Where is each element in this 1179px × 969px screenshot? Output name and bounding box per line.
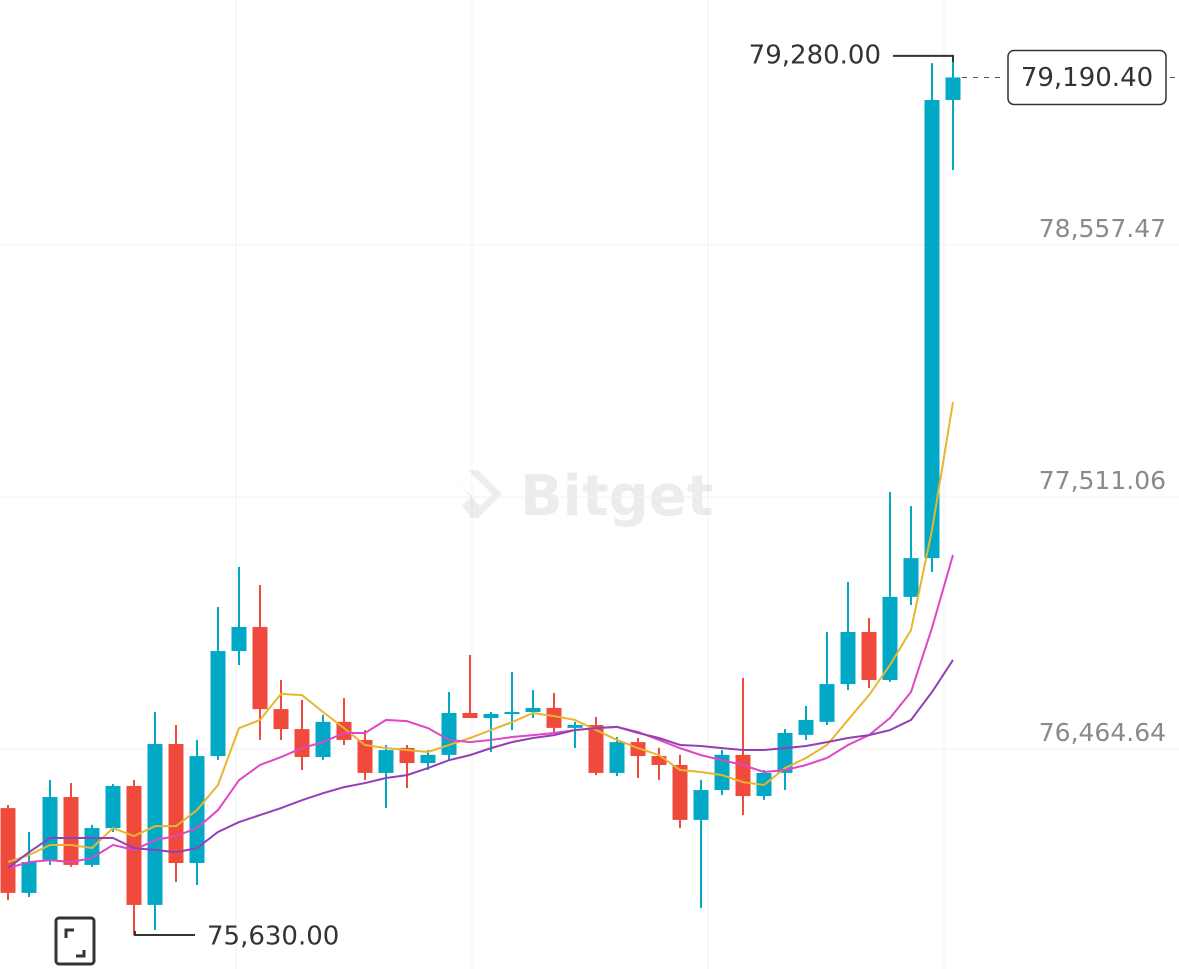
candle-body [357, 739, 373, 773]
vertical-grid [235, 0, 945, 969]
candle-body [441, 712, 457, 755]
candle-body [63, 797, 79, 865]
fullscreen-frame[interactable] [54, 916, 96, 966]
candle-body [462, 712, 478, 719]
candle-body [945, 77, 961, 100]
candle-body [609, 742, 625, 773]
candle-body [378, 750, 394, 773]
watermark-logo [456, 470, 502, 518]
candle-body [714, 754, 730, 791]
candle-body [294, 729, 310, 758]
candle-body [798, 719, 814, 735]
last-price-label: 79,190.40 [1021, 63, 1153, 93]
low-marker-line [134, 931, 195, 937]
moving-average-line [7, 659, 954, 869]
candle-body [882, 596, 898, 680]
candle-body [252, 626, 268, 710]
candle-body [420, 754, 436, 764]
candle-body [924, 99, 940, 559]
candle-body [21, 862, 37, 893]
candle-body [735, 754, 751, 797]
candle-body [210, 651, 226, 757]
candle-body [315, 721, 331, 758]
candle-body [693, 790, 709, 820]
candle-body [672, 764, 688, 820]
y-tick-label: 76,464.64 [1039, 718, 1166, 747]
candle-body [840, 632, 856, 685]
candle-body [231, 626, 247, 652]
candle-body [651, 756, 667, 765]
candle-body [525, 707, 541, 712]
candle-body [567, 725, 583, 728]
candle-body [168, 744, 184, 864]
candle-body [399, 747, 415, 764]
moving-average-line [7, 401, 954, 864]
y-tick-label: 77,511.06 [1039, 466, 1166, 495]
candle-body [126, 785, 142, 905]
low-marker-label: 75,630.00 [207, 922, 339, 952]
candle-body [504, 711, 520, 714]
candle-body [273, 709, 289, 730]
y-tick-label: 78,557.47 [1039, 214, 1166, 243]
high-marker-line [893, 54, 954, 62]
candle-body [42, 797, 58, 860]
candle-body [861, 632, 877, 680]
moving-average-line [7, 554, 954, 870]
candle-body [0, 808, 16, 893]
fullscreen-button[interactable] [54, 916, 96, 966]
candle-body [777, 732, 793, 773]
fullscreen-icon[interactable] [64, 928, 86, 958]
last-price-box [1007, 49, 1167, 106]
candle-body [483, 713, 499, 719]
candle-body [546, 707, 562, 728]
candle-body [903, 558, 919, 597]
candle-body [147, 744, 163, 905]
candle-body [105, 785, 121, 829]
candle-body [819, 684, 835, 722]
candle-body [588, 725, 604, 773]
high-marker-label: 79,280.00 [749, 40, 881, 70]
